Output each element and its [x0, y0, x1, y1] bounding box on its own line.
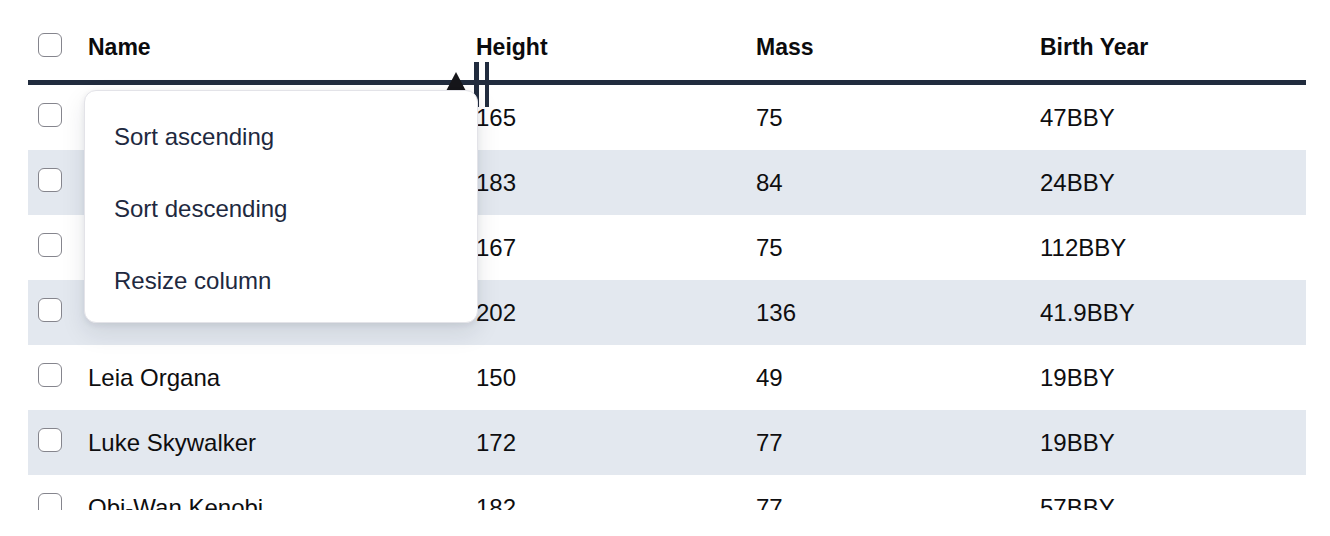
- table-row: Luke Skywalker 172 77 19BBY: [28, 410, 1306, 475]
- column-header-height[interactable]: Height: [476, 34, 756, 61]
- cell-mass: 136: [756, 299, 1040, 327]
- data-table: Name Height Mass Birth Year 165 75 47BBY…: [28, 0, 1306, 510]
- table-row: Obi-Wan Kenobi 182 77 57BBY: [28, 475, 1306, 510]
- table-row: Leia Organa 150 49 19BBY: [28, 345, 1306, 410]
- cell-height: 150: [476, 364, 756, 392]
- cell-mass: 77: [756, 494, 1040, 511]
- column-header-mass[interactable]: Mass: [756, 34, 1040, 61]
- cell-mass: 75: [756, 104, 1040, 132]
- cell-height: 167: [476, 234, 756, 262]
- row-checkbox[interactable]: [38, 298, 62, 322]
- column-menu: Sort ascending Sort descending Resize co…: [84, 90, 478, 323]
- cell-birth-year: 112BBY: [1040, 234, 1306, 262]
- column-header-birth-year[interactable]: Birth Year: [1040, 34, 1306, 61]
- cell-height: 202: [476, 299, 756, 327]
- cell-mass: 49: [756, 364, 1040, 392]
- column-header-name-label: Name: [88, 34, 151, 60]
- header-select-cell: [28, 33, 78, 61]
- menu-item-sort-ascending[interactable]: Sort ascending: [85, 101, 477, 173]
- cell-height: 182: [476, 494, 756, 511]
- cell-mass: 75: [756, 234, 1040, 262]
- row-checkbox[interactable]: [38, 428, 62, 452]
- menu-item-sort-descending[interactable]: Sort descending: [85, 173, 477, 245]
- cell-birth-year: 19BBY: [1040, 364, 1306, 392]
- cell-birth-year: 57BBY: [1040, 494, 1306, 511]
- column-header-name[interactable]: Name: [78, 34, 476, 61]
- cell-mass: 84: [756, 169, 1040, 197]
- table-header: Name Height Mass Birth Year: [28, 0, 1306, 85]
- cell-birth-year: 24BBY: [1040, 169, 1306, 197]
- cell-name: Obi-Wan Kenobi: [78, 494, 476, 511]
- row-checkbox[interactable]: [38, 103, 62, 127]
- cell-name: Leia Organa: [78, 364, 476, 392]
- cell-height: 165: [476, 104, 756, 132]
- cell-name: Luke Skywalker: [78, 429, 476, 457]
- cell-birth-year: 41.9BBY: [1040, 299, 1306, 327]
- row-checkbox[interactable]: [38, 493, 62, 511]
- cell-mass: 77: [756, 429, 1040, 457]
- cell-height: 172: [476, 429, 756, 457]
- cell-birth-year: 47BBY: [1040, 104, 1306, 132]
- row-checkbox[interactable]: [38, 168, 62, 192]
- cell-height: 183: [476, 169, 756, 197]
- row-checkbox[interactable]: [38, 363, 62, 387]
- row-checkbox[interactable]: [38, 233, 62, 257]
- cell-birth-year: 19BBY: [1040, 429, 1306, 457]
- menu-item-resize-column[interactable]: Resize column: [85, 245, 477, 317]
- select-all-checkbox[interactable]: [38, 33, 62, 57]
